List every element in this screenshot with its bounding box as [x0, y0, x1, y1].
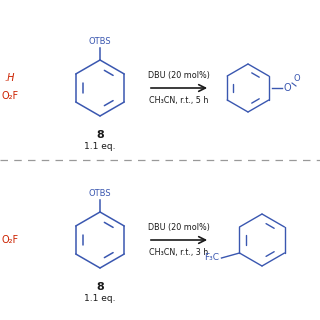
- Text: O: O: [284, 83, 292, 93]
- Text: F₃C: F₃C: [204, 253, 220, 262]
- Text: CH₃CN, r.t., 5 h: CH₃CN, r.t., 5 h: [149, 96, 209, 105]
- Text: 1.1 eq.: 1.1 eq.: [84, 142, 116, 151]
- Text: 8: 8: [96, 130, 104, 140]
- Text: O₂F: O₂F: [2, 235, 19, 245]
- Text: .H: .H: [4, 73, 14, 83]
- Text: OTBS: OTBS: [89, 189, 111, 198]
- Text: DBU (20 mol%): DBU (20 mol%): [148, 71, 210, 80]
- Text: 8: 8: [96, 282, 104, 292]
- Text: O₂F: O₂F: [2, 91, 19, 101]
- Text: O: O: [294, 74, 300, 83]
- Text: DBU (20 mol%): DBU (20 mol%): [148, 223, 210, 232]
- Text: CH₃CN, r.t., 3 h: CH₃CN, r.t., 3 h: [149, 248, 209, 257]
- Text: OTBS: OTBS: [89, 37, 111, 46]
- Text: 1.1 eq.: 1.1 eq.: [84, 294, 116, 303]
